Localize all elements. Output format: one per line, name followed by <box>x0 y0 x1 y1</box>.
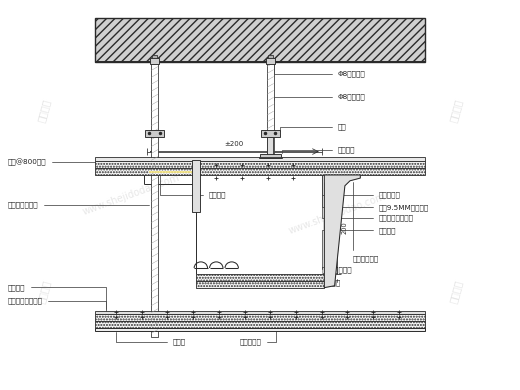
Bar <box>267 137 274 158</box>
Text: 覆面龙骨: 覆面龙骨 <box>322 227 396 269</box>
Bar <box>95 18 425 62</box>
Text: 乳胶漆饰面: 乳胶漆饰面 <box>322 162 400 198</box>
Text: www.shejidodao.com: www.shejidodao.com <box>82 173 181 217</box>
Text: 基层板阻燃处理: 基层板阻燃处理 <box>8 201 149 208</box>
Text: Φ8膨胀螺栓: Φ8膨胀螺栓 <box>274 63 365 77</box>
Bar <box>152 55 157 58</box>
Text: 十字沉头自攻螺丝: 十字沉头自攻螺丝 <box>8 298 106 318</box>
Text: 200: 200 <box>341 222 347 234</box>
Text: www.shejidodao.com: www.shejidodao.com <box>287 192 387 236</box>
Text: 十字沉头自攻螺丝: 十字沉头自攻螺丝 <box>322 174 413 222</box>
Bar <box>95 157 425 161</box>
Bar <box>95 328 425 331</box>
Bar <box>191 160 200 212</box>
Bar <box>95 168 425 175</box>
Text: 双层9.5MM厚石膏板: 双层9.5MM厚石膏板 <box>262 279 341 286</box>
Text: 边龙骨: 边龙骨 <box>204 163 258 170</box>
Text: 白铁皮: 白铁皮 <box>116 332 186 345</box>
Text: 设计得到: 设计得到 <box>36 98 52 123</box>
Text: 设计得到: 设计得到 <box>36 278 52 304</box>
Bar <box>266 58 275 64</box>
Bar <box>259 156 282 158</box>
Text: 承载龙骨: 承载龙骨 <box>282 146 355 153</box>
Bar <box>268 55 273 58</box>
Bar <box>95 314 425 321</box>
Text: 设计得到: 设计得到 <box>448 278 463 304</box>
Bar <box>95 321 425 328</box>
Text: 覆面龙骨: 覆面龙骨 <box>8 284 106 310</box>
Text: 箱藏灯带: 箱藏灯带 <box>160 171 226 198</box>
Bar <box>261 129 280 137</box>
Bar <box>145 129 164 137</box>
Text: 乳胶漆饰面: 乳胶漆饰面 <box>239 331 277 345</box>
Polygon shape <box>324 175 360 288</box>
Bar <box>267 62 274 158</box>
Bar <box>95 161 425 168</box>
Text: 副轨@800间距: 副轨@800间距 <box>8 159 149 166</box>
Text: 建筑楼板: 建筑楼板 <box>301 38 383 50</box>
Bar <box>196 281 324 288</box>
Bar <box>150 58 159 64</box>
Bar <box>151 62 158 337</box>
Text: ±200: ±200 <box>225 141 244 147</box>
Bar <box>196 274 324 281</box>
Text: 双层9.5MM厚石膏板: 双层9.5MM厚石膏板 <box>322 167 428 211</box>
Bar <box>260 154 281 158</box>
Text: 成品石膏线条: 成品石膏线条 <box>353 183 379 262</box>
Text: 设计得到: 设计得到 <box>448 98 463 123</box>
Text: Φ8全丝吊杆: Φ8全丝吊杆 <box>274 94 365 100</box>
Bar <box>95 311 425 314</box>
Text: 吊件: 吊件 <box>280 123 346 131</box>
Text: 模型石膏粘结剂: 模型石膏粘结剂 <box>322 267 353 282</box>
